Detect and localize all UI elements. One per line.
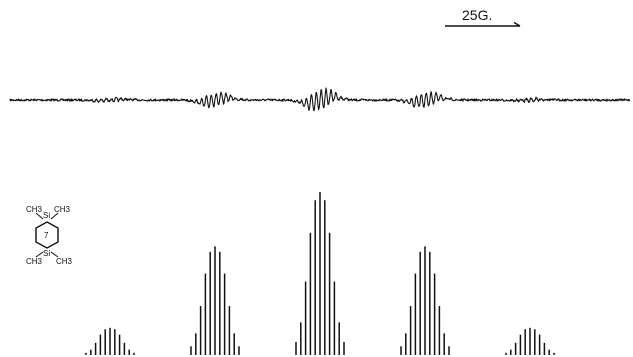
methyl-label-bottom-left: CH3	[26, 257, 43, 266]
stick-spectrum	[85, 192, 555, 355]
silicon-label-bottom: Si	[43, 249, 50, 258]
derivative-spectrum-trace	[9, 87, 631, 112]
ring	[35, 221, 59, 249]
scale-bar: 25G.	[445, 7, 521, 27]
scale-bar-label: 25G.	[462, 7, 492, 23]
methyl-label-top-left: CH3	[26, 205, 43, 214]
ring-center-label: 7	[44, 231, 49, 240]
silicon-label-top: Si	[43, 211, 50, 220]
methyl-label-top-right: CH3	[54, 205, 71, 214]
methyl-label-bottom-right: CH3	[56, 257, 73, 266]
molecule-structure: CH3 CH3 Si 7 Si CH3 CH3	[26, 205, 73, 266]
